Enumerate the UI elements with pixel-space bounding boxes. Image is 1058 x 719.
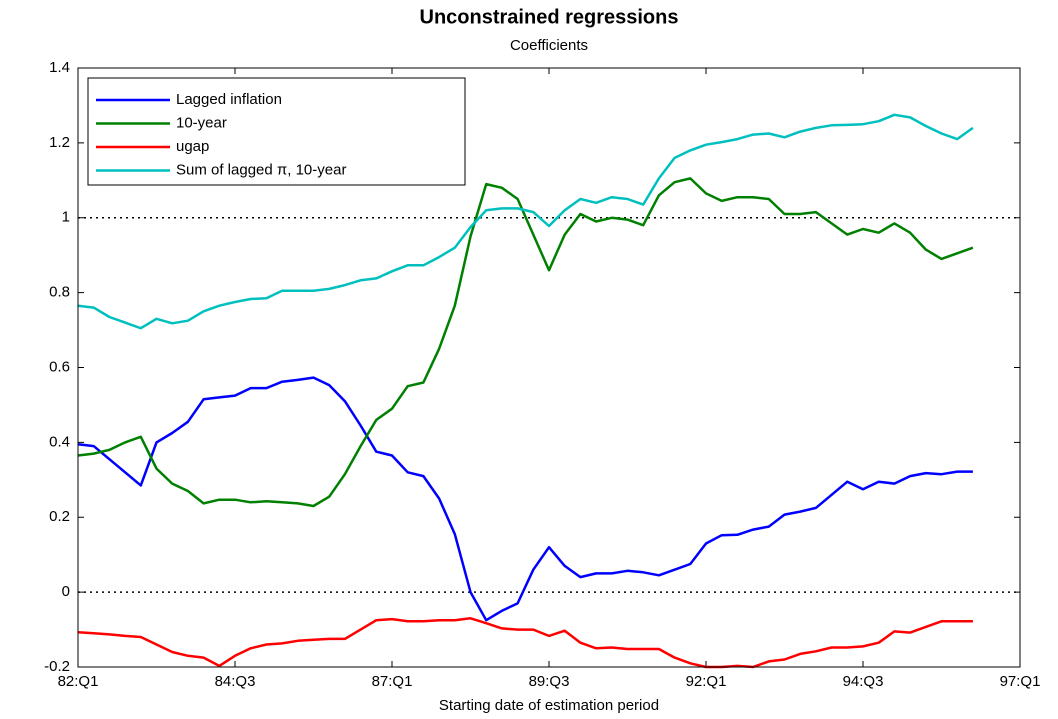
x-tick-label: 94:Q3 — [843, 673, 884, 690]
x-tick-label: 92:Q1 — [686, 673, 727, 690]
legend-label: 10-year — [176, 114, 227, 131]
legend-label: Lagged inflation — [176, 91, 282, 108]
x-tick-label: 82:Q1 — [58, 673, 99, 690]
x-tick-label: 97:Q1 — [1000, 673, 1041, 690]
chart-title: Unconstrained regressions — [420, 6, 679, 28]
legend-box — [87, 77, 466, 186]
x-tick-label: 84:Q3 — [215, 673, 256, 690]
y-tick-label: 1.4 — [49, 59, 70, 76]
y-tick-label: 0 — [62, 583, 70, 600]
series-line — [77, 376, 973, 622]
plot-frame — [77, 67, 1021, 668]
y-tick-label: 0.8 — [49, 284, 70, 301]
x-axis-label: Starting date of estimation period — [439, 697, 659, 714]
series-line — [77, 617, 973, 669]
series-line — [77, 177, 974, 508]
y-tick-label: 0.4 — [49, 433, 70, 450]
legend-label: Sum of lagged π, 10-year — [176, 161, 346, 178]
x-tick-label: 87:Q1 — [372, 673, 413, 690]
x-tick-label: 89:Q3 — [529, 673, 570, 690]
y-tick-label: 1.2 — [49, 134, 70, 151]
y-tick-label: 0.2 — [49, 508, 70, 525]
y-tick-label: 1 — [62, 209, 70, 226]
series-line — [77, 113, 974, 330]
legend-label: ugap — [176, 138, 209, 155]
chart-subtitle: Coefficients — [510, 37, 588, 54]
y-tick-label: -0.2 — [44, 658, 70, 675]
y-tick-label: 0.6 — [49, 358, 70, 375]
